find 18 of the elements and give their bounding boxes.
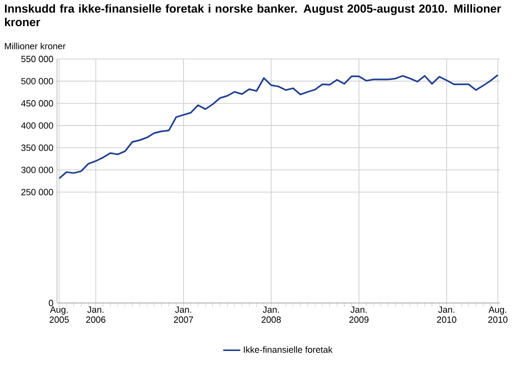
x-tick-label: Aug. 2005 bbox=[50, 306, 69, 323]
y-tick-label: 0 bbox=[48, 300, 54, 306]
y-axis-title: Millioner kroner bbox=[4, 42, 66, 50]
y-tick-label: 250 000 bbox=[21, 188, 54, 196]
x-tick-label: Jan. 2010 bbox=[437, 306, 456, 323]
y-tick-label: 400 000 bbox=[21, 122, 54, 129]
y-tick-label: 550 000 bbox=[21, 56, 54, 62]
x-tick-label: Jan. 2007 bbox=[174, 306, 194, 323]
x-tick-label: Jan. 2008 bbox=[262, 306, 281, 323]
y-tick-label: 500 000 bbox=[21, 78, 54, 84]
x-tick-label: Jan. 2009 bbox=[349, 306, 368, 323]
x-tick-label: Aug. 2010 bbox=[488, 306, 508, 323]
y-tick-label: 350 000 bbox=[21, 144, 54, 151]
x-tick-label: Jan. 2006 bbox=[86, 306, 106, 323]
chart-title: Innskudd fra ikke-finansielle foretak i norske banker. August 2005-august 2010. Millioner kroner bbox=[4, 4, 502, 26]
y-tick-label: 450 000 bbox=[21, 100, 54, 107]
y-tick-label: 300 000 bbox=[21, 166, 54, 174]
legend-label: Ikke-finansielle foretak bbox=[244, 346, 333, 353]
